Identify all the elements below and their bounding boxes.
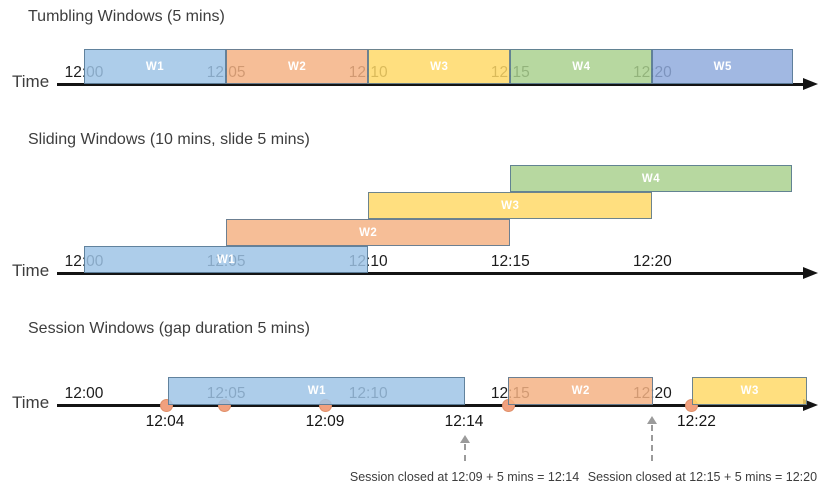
window-box-w3: W3 (368, 192, 653, 219)
time-tick-label: 12:00 (64, 385, 104, 402)
callout-up-arrow-icon (647, 416, 658, 424)
window-box-w1: W1 (84, 49, 227, 84)
window-box-w2: W2 (508, 377, 654, 405)
time-axis-label: Time (12, 393, 50, 412)
window-box-w2: W2 (226, 219, 511, 246)
window-label: W3 (501, 199, 520, 212)
window-box-w3: W3 (368, 49, 511, 84)
event-time-label: 12:22 (677, 413, 716, 430)
window-label: W5 (713, 60, 732, 73)
time-axis-label: Time (12, 261, 50, 280)
axis-arrowhead-icon (803, 77, 818, 90)
callout-dashed-line (463, 444, 466, 461)
window-box-w1: W1 (84, 246, 369, 273)
timeline-axis (57, 83, 803, 86)
window-label: W1 (216, 253, 236, 266)
session-closed-annotation: Session closed at 12:09 + 5 mins = 12:14 (349, 470, 580, 484)
window-label: W3 (740, 385, 759, 397)
callout-dashed-line (651, 425, 654, 461)
session-closed-annotation: Session closed at 12:15 + 5 mins = 12:20 (587, 470, 818, 484)
window-box-w3: W3 (692, 377, 808, 405)
window-label: W3 (430, 60, 449, 73)
sliding-section-title: Sliding Windows (10 mins, slide 5 mins) (28, 131, 310, 148)
window-label: W4 (572, 60, 591, 73)
time-tick-label: 12:20 (632, 253, 672, 270)
window-box-w5: W5 (652, 49, 794, 84)
window-label: W1 (145, 60, 165, 73)
time-tick-label: 12:15 (490, 253, 530, 270)
event-time-label: 12:09 (305, 413, 345, 430)
window-label: W2 (359, 226, 378, 239)
time-axis-label: Time (12, 72, 50, 91)
callout-up-arrow-icon (459, 435, 470, 443)
timeline-axis (57, 272, 803, 275)
window-box-w4: W4 (510, 165, 792, 192)
tumbling-section-title: Tumbling Windows (5 mins) (28, 8, 225, 25)
window-box-w2: W2 (226, 49, 369, 84)
window-label: W2 (571, 385, 590, 397)
event-time-label: 12:04 (145, 413, 185, 430)
timeline-axis (57, 404, 803, 407)
session-section-title: Session Windows (gap duration 5 mins) (28, 320, 310, 337)
window-box-w4: W4 (510, 49, 653, 84)
event-time-label: 12:14 (444, 413, 484, 430)
window-box-w1: W1 (168, 377, 466, 405)
axis-arrowhead-icon (803, 266, 818, 279)
window-label: W2 (288, 60, 307, 73)
window-label: W1 (307, 385, 327, 397)
window-label: W4 (641, 172, 661, 185)
